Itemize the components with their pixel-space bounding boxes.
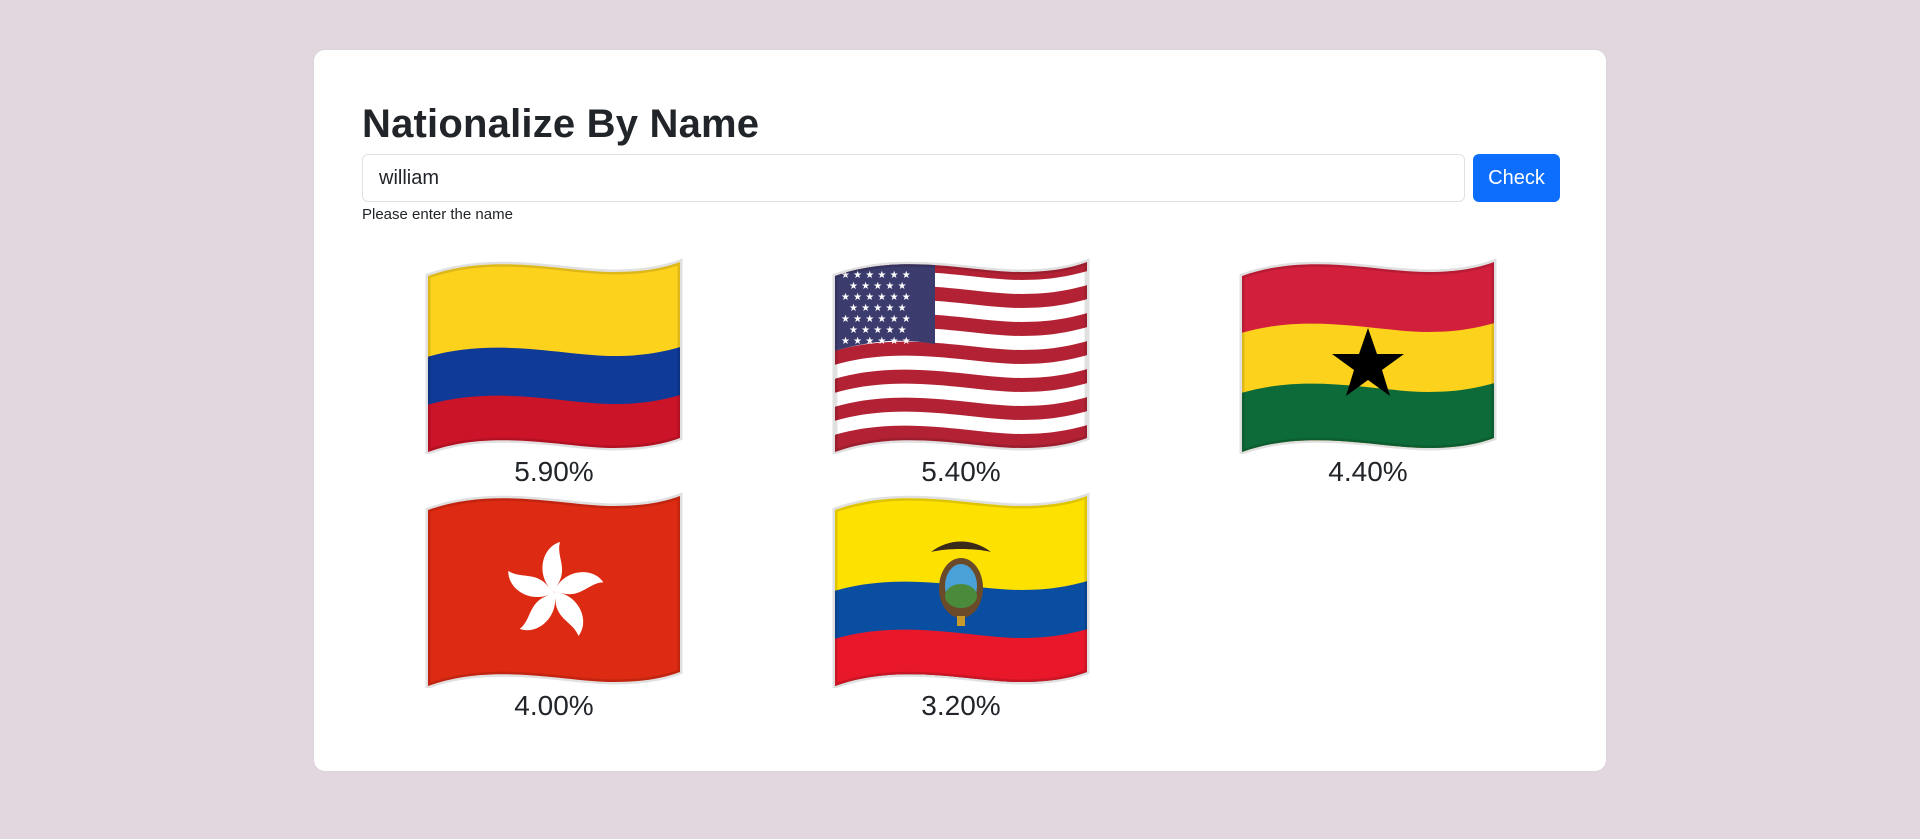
result-item: 3.20% (831, 492, 1091, 724)
svg-text:★ ★ ★ ★ ★ ★: ★ ★ ★ ★ ★ ★ (841, 314, 911, 325)
svg-text:★ ★ ★ ★ ★: ★ ★ ★ ★ ★ (849, 303, 907, 314)
probability-label: 4.40% (1328, 456, 1408, 487)
svg-text:★ ★ ★ ★ ★ ★: ★ ★ ★ ★ ★ ★ (841, 336, 911, 347)
input-hint: Please enter the name (362, 206, 513, 223)
ecuador-flag-icon (832, 492, 1090, 688)
probability-label: 5.90% (514, 456, 594, 487)
united-states-flag-icon: ★ ★ ★ ★ ★ ★ ★ ★ ★ ★ ★ ★ ★ ★ ★ ★ ★ ★ ★ ★ … (832, 258, 1090, 454)
ghana-flag-icon (1239, 258, 1497, 454)
result-item: ★ ★ ★ ★ ★ ★ ★ ★ ★ ★ ★ ★ ★ ★ ★ ★ ★ ★ ★ ★ … (831, 258, 1091, 490)
svg-text:★ ★ ★ ★ ★: ★ ★ ★ ★ ★ (849, 281, 907, 292)
search-row: Check (362, 154, 1560, 202)
probability-label: 3.20% (921, 690, 1001, 721)
probability-label: 5.40% (921, 456, 1001, 487)
svg-text:★ ★ ★ ★ ★ ★: ★ ★ ★ ★ ★ ★ (841, 292, 911, 303)
colombia-flag-icon (425, 258, 683, 454)
result-item: 4.40% (1238, 258, 1498, 490)
svg-text:★ ★ ★ ★ ★: ★ ★ ★ ★ ★ (849, 325, 907, 336)
probability-label: 4.00% (514, 690, 594, 721)
hong-kong-flag-icon (425, 492, 683, 688)
page-title: Nationalize By Name (362, 102, 760, 146)
check-button[interactable]: Check (1473, 154, 1560, 202)
main-card: Nationalize By Name Check Please enter t… (313, 49, 1607, 772)
result-item: 4.00% (424, 492, 684, 724)
name-input[interactable] (362, 154, 1465, 202)
result-item: 5.90% (424, 258, 684, 490)
svg-text:★ ★ ★ ★ ★ ★: ★ ★ ★ ★ ★ ★ (841, 270, 911, 281)
